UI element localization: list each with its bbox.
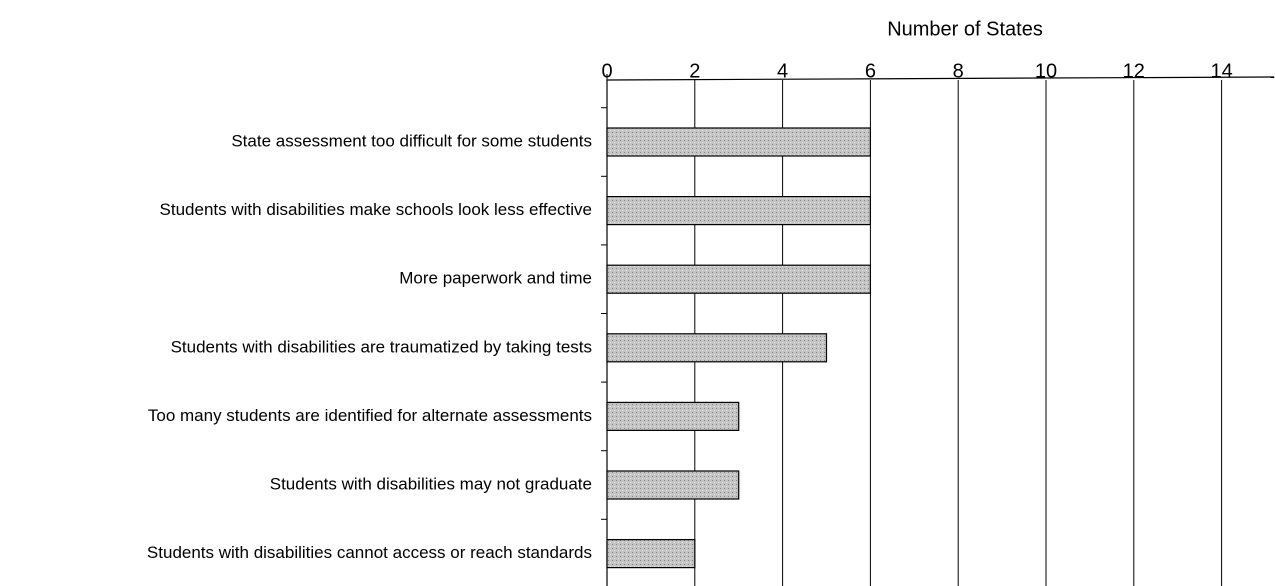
y-tick-label: Students with disabilities are traumatiz… xyxy=(171,337,592,356)
bar xyxy=(606,333,828,363)
y-tick-label: Students with disabilities make schools … xyxy=(160,200,592,219)
axis-title: Number of States xyxy=(887,18,1043,40)
bar xyxy=(606,401,740,431)
y-tick-label: More paperwork and time xyxy=(399,269,592,288)
x-tick-label: 2 xyxy=(689,60,700,82)
y-tick-label: Students with disabilities may not gradu… xyxy=(270,474,592,493)
y-tick-label: Students with disabilities cannot access… xyxy=(147,543,592,562)
x-tick-label: 6 xyxy=(865,60,876,82)
bar xyxy=(606,196,871,226)
x-tick-label: 4 xyxy=(777,60,788,82)
y-tick-label: State assessment too difficult for some … xyxy=(231,131,592,150)
x-axis xyxy=(606,76,1275,81)
bar xyxy=(606,470,740,500)
x-tick-label: 12 xyxy=(1123,60,1145,82)
x-tick-label: 8 xyxy=(953,60,964,82)
bar xyxy=(606,538,696,569)
x-tick-label: 14 xyxy=(1210,60,1232,82)
x-tick-label: 10 xyxy=(1035,60,1057,82)
y-tick-label: Too many students are identified for alt… xyxy=(148,406,592,425)
x-tick-label: 0 xyxy=(601,60,612,82)
bar xyxy=(606,264,871,294)
bar xyxy=(606,127,871,157)
